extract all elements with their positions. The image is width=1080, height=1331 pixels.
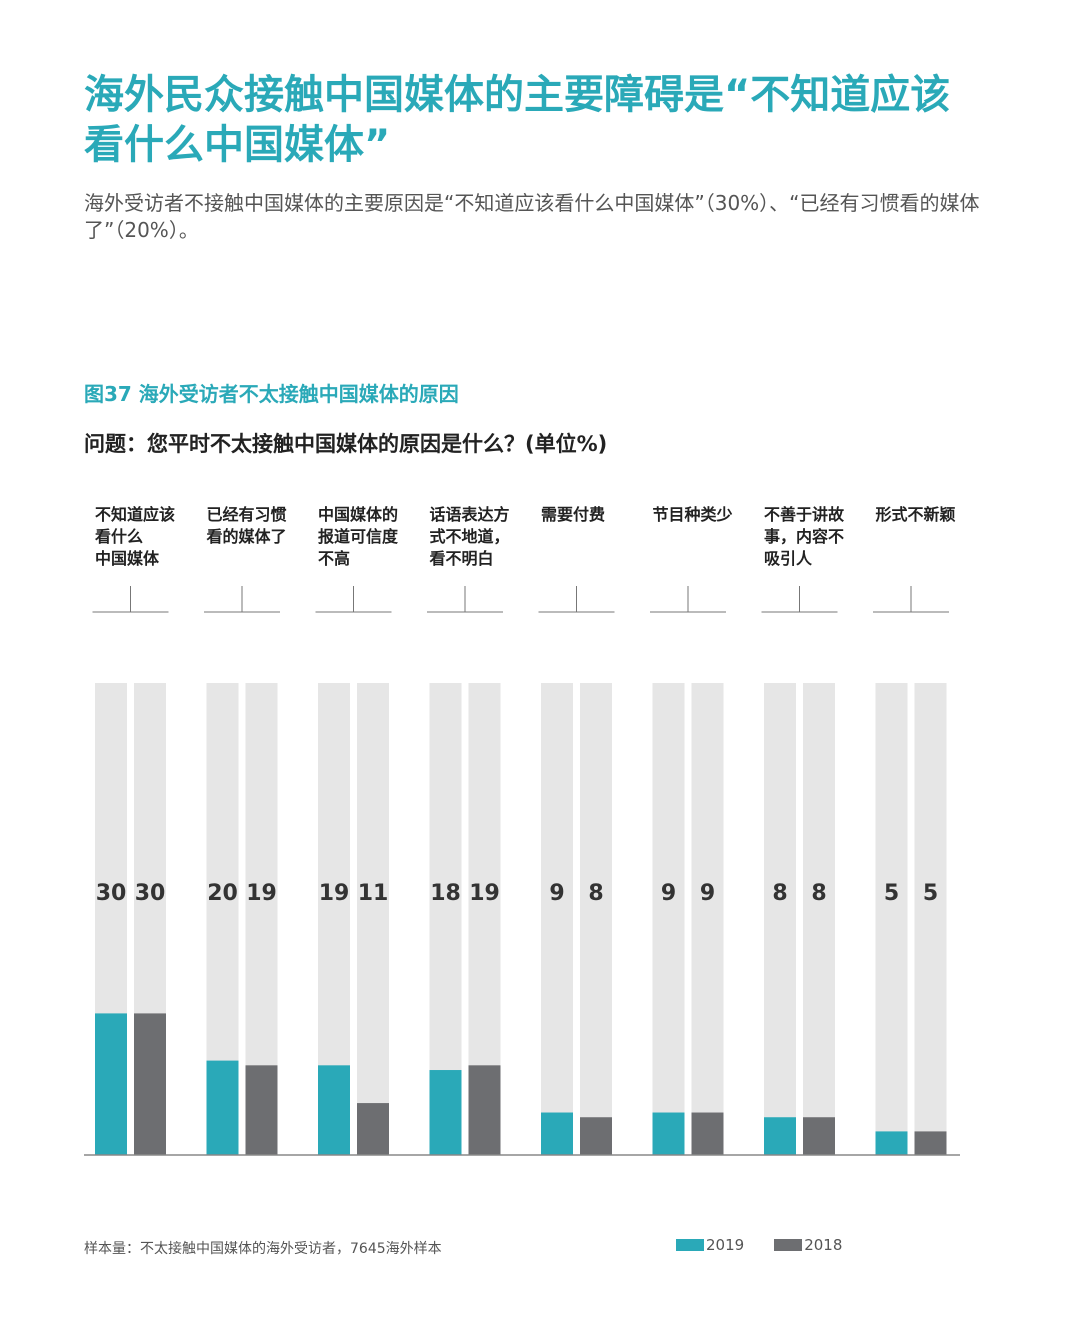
data-label-2019: 5 [884,881,899,906]
bar-2019 [541,1112,573,1155]
bar-track [357,683,389,1155]
category-label: 节目种类少 [653,505,733,524]
bar-2019 [318,1065,350,1155]
data-label-2018: 19 [469,881,500,906]
legend-swatch-2019 [676,1239,704,1251]
bar-track [691,683,724,1155]
data-label-2019: 18 [430,881,461,906]
bar-2018 [245,1065,278,1155]
data-label-2019: 8 [772,881,787,906]
bar-chart: 不知道应该看什么中国媒体 30 30 已经有习惯看的媒体了 20 19 中国媒体的报道可信度… [84,505,960,1156]
bar-2018 [357,1103,389,1155]
legend-item-2018: 2018 [774,1236,842,1254]
category-label: 话语表达方式不地道，看不明白 [429,505,510,568]
data-label-2018: 19 [246,881,277,906]
data-label-2019: 30 [96,881,127,906]
bar-track [580,683,612,1155]
page-subtitle: 海外受访者不接触中国媒体的主要原因是“不知道应该看什么中国媒体”（30%）、“已… [84,191,980,242]
chart-legend: 2019 2018 [676,1236,842,1254]
data-label-2018: 8 [588,881,603,906]
bar-track [914,683,947,1155]
bar-2019 [875,1131,908,1155]
bar-2018 [134,1013,166,1155]
figure-question: 问题：您平时不太接触中国媒体的原因是什么？(单位%) [84,432,608,456]
legend-item-2019: 2019 [676,1236,744,1254]
bar-track [875,683,908,1155]
legend-label-2018: 2018 [804,1236,843,1254]
bar-track [652,683,685,1155]
category-label: 形式不新颖 [876,505,956,524]
bar-2019 [429,1070,462,1155]
data-label-2019: 20 [207,881,238,906]
sample-footnote: 样本量：不太接触中国媒体的海外受访者，7645海外样本 [84,1241,442,1257]
bar-track [803,683,835,1155]
bar-2018 [468,1065,501,1155]
data-label-2018: 30 [135,881,166,906]
data-label-2018: 11 [358,881,389,906]
page-title: 海外民众接触中国媒体的主要障碍是“不知道应该看什么中国媒体” [84,72,951,168]
category-label: 需要付费 [541,505,605,524]
bar-2018 [914,1131,947,1155]
bar-2019 [206,1060,239,1155]
data-label-2019: 9 [661,881,676,906]
bar-2019 [764,1117,796,1155]
data-label-2018: 5 [923,881,938,906]
bar-2018 [580,1117,612,1155]
category-label: 中国媒体的报道可信度不高 [318,505,399,568]
data-label-2019: 9 [549,881,564,906]
bar-2018 [691,1112,724,1155]
bar-track [764,683,796,1155]
data-label-2018: 9 [700,881,715,906]
category-label: 已经有习惯看的媒体了 [206,505,287,546]
bar-2019 [652,1112,685,1155]
data-label-2019: 19 [319,881,350,906]
category-label: 不善于讲故事，内容不吸引人 [764,505,845,568]
legend-swatch-2018 [774,1239,803,1251]
bar-2019 [95,1013,127,1155]
figure-title: 图37 海外受访者不太接触中国媒体的原因 [84,382,459,406]
data-label-2018: 8 [811,881,826,906]
bar-track [541,683,573,1155]
legend-label-2019: 2019 [706,1236,745,1254]
category-label: 不知道应该看什么中国媒体 [94,505,175,568]
bar-2018 [803,1117,835,1155]
